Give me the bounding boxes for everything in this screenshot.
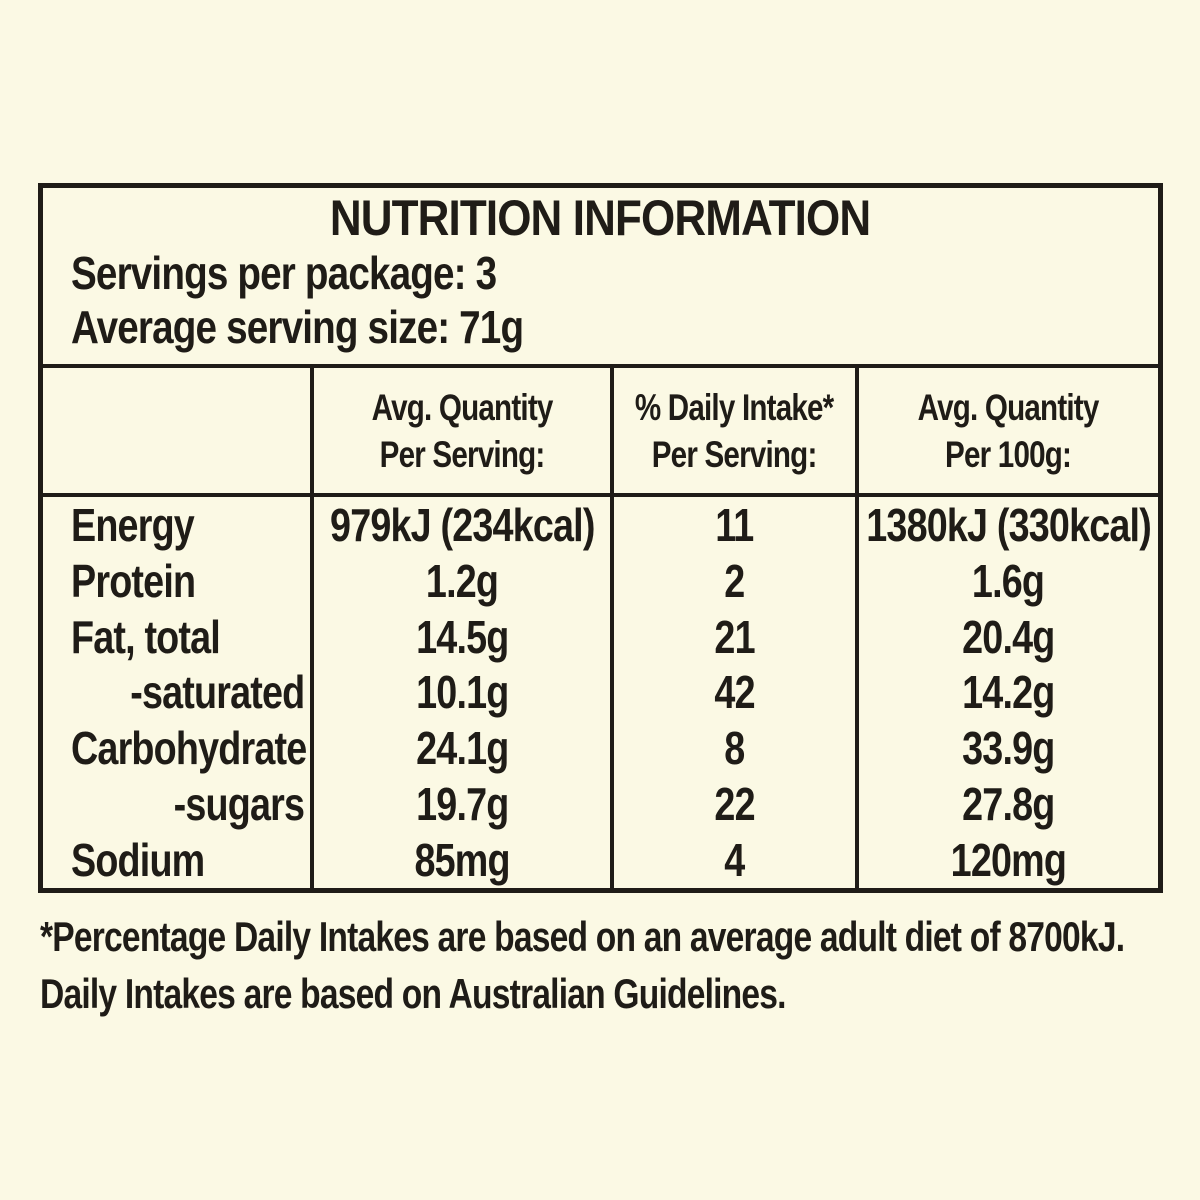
table-header-row: Avg. Quantity Per Serving: % Daily Intak… bbox=[43, 368, 1158, 497]
protein-per-100g: 1.6g bbox=[855, 552, 1158, 609]
protein-daily-intake: 2 bbox=[610, 552, 855, 609]
saturated-per-100g: 14.2g bbox=[855, 664, 1158, 721]
saturated-daily-intake: 42 bbox=[610, 664, 855, 721]
column-header-per-serving: Avg. Quantity Per Serving: bbox=[310, 368, 610, 497]
table-body: Energy 979kJ (234kcal) 11 1380kJ (330kca… bbox=[43, 497, 1158, 888]
column-header-daily-intake: % Daily Intake* Per Serving: bbox=[610, 368, 855, 497]
servings-per-package-line: Servings per package: 3 bbox=[71, 247, 497, 299]
sugars-daily-intake: 22 bbox=[610, 776, 855, 833]
sugars-per-serving: 19.7g bbox=[310, 776, 610, 833]
daily-intake-footnote: *Percentage Daily Intakes are based on a… bbox=[40, 908, 1170, 1022]
energy-daily-intake: 11 bbox=[610, 497, 855, 553]
row-label-energy: Energy bbox=[71, 498, 195, 551]
fat-total-per-100g: 20.4g bbox=[855, 608, 1158, 665]
sodium-per-serving: 85mg bbox=[310, 832, 610, 888]
row-label-sugars: -sugars bbox=[173, 778, 304, 831]
carbohydrate-per-serving: 24.1g bbox=[310, 720, 610, 777]
sodium-daily-intake: 4 bbox=[610, 832, 855, 888]
saturated-per-serving: 10.1g bbox=[310, 664, 610, 721]
average-serving-size-line: Average serving size: 71g bbox=[71, 301, 524, 353]
protein-per-serving: 1.2g bbox=[310, 552, 610, 609]
row-label-carbohydrate: Carbohydrate bbox=[71, 722, 307, 775]
row-label-saturated: -saturated bbox=[129, 666, 305, 719]
row-label-fat-total: Fat, total bbox=[71, 610, 221, 663]
row-label-sodium: Sodium bbox=[71, 834, 205, 887]
carbohydrate-daily-intake: 8 bbox=[610, 720, 855, 777]
nutrition-information-panel: NUTRITION INFORMATION Servings per packa… bbox=[38, 183, 1163, 893]
panel-title: NUTRITION INFORMATION bbox=[43, 190, 1158, 246]
fat-total-daily-intake: 21 bbox=[610, 608, 855, 665]
energy-per-serving: 979kJ (234kcal) bbox=[310, 497, 610, 553]
panel-title-text: NUTRITION INFORMATION bbox=[330, 190, 871, 246]
column-header-blank bbox=[43, 368, 310, 497]
row-label-protein: Protein bbox=[71, 554, 196, 607]
panel-header: NUTRITION INFORMATION Servings per packa… bbox=[43, 188, 1158, 368]
footnote-line-2: Daily Intakes are based on Australian Gu… bbox=[40, 970, 787, 1017]
sodium-per-100g: 120mg bbox=[855, 832, 1158, 888]
footnote-line-1: *Percentage Daily Intakes are based on a… bbox=[40, 913, 1125, 960]
column-header-per-100g: Avg. Quantity Per 100g: bbox=[855, 368, 1158, 497]
fat-total-per-serving: 14.5g bbox=[310, 608, 610, 665]
sugars-per-100g: 27.8g bbox=[855, 776, 1158, 833]
carbohydrate-per-100g: 33.9g bbox=[855, 720, 1158, 777]
energy-per-100g: 1380kJ (330kcal) bbox=[855, 497, 1158, 553]
